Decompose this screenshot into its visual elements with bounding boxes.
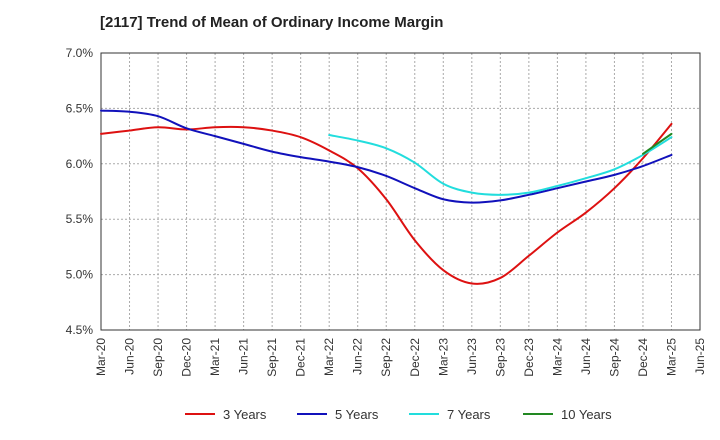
- y-tick-label: 6.5%: [66, 101, 94, 115]
- x-tick-label: Mar-22: [322, 338, 336, 376]
- x-tick-labels: Mar-20 Jun-20 Sep-20 Dec-20 Mar-21 Jun-21 Sep-…: [94, 338, 707, 377]
- x-tick-label: Dec-21: [294, 338, 308, 377]
- chart-title: [2117] Trend of Mean of Ordinary Income …: [100, 14, 444, 31]
- legend: 3 Years 5 Years 7 Years 10 Years: [185, 407, 612, 422]
- x-tick-label: Sep-21: [265, 338, 279, 377]
- x-tick-label: Dec-24: [636, 338, 650, 377]
- y-tick-label: 7.0%: [66, 46, 94, 60]
- x-tick-label: Mar-21: [208, 338, 222, 376]
- x-tick-label: Jun-25: [693, 338, 707, 375]
- y-tick-label: 6.0%: [66, 157, 94, 171]
- x-tick-label: Sep-20: [151, 338, 165, 377]
- y-tick-label: 5.5%: [66, 212, 94, 226]
- x-tick-label: Jun-21: [237, 338, 251, 375]
- series-line-7-years: [328, 133, 673, 196]
- x-tick-label: Sep-22: [379, 338, 393, 377]
- x-tick-label: Dec-20: [180, 338, 194, 377]
- y-tick-label: 5.0%: [66, 268, 94, 282]
- series-line-10-years: [641, 132, 673, 155]
- y-tick-labels: 4.5% 5.0% 5.5% 6.0% 6.5% 7.0%: [66, 46, 94, 337]
- x-tick-label: Mar-20: [94, 338, 108, 376]
- legend-label-7-years: 7 Years: [447, 407, 491, 422]
- x-tick-label: Jun-23: [465, 338, 479, 375]
- x-tick-label: Jun-20: [123, 338, 137, 375]
- x-tick-label: Sep-23: [493, 338, 507, 377]
- x-tick-label: Jun-24: [579, 338, 593, 375]
- x-tick-label: Mar-23: [436, 338, 450, 376]
- y-tick-label: 4.5%: [66, 323, 94, 337]
- legend-label-10-years: 10 Years: [561, 407, 612, 422]
- x-tick-label: Mar-25: [664, 338, 678, 376]
- series-line-5-years: [100, 109, 673, 204]
- x-tick-label: Dec-23: [522, 338, 536, 377]
- series-line-3-years: [100, 122, 673, 285]
- x-tick-label: Jun-22: [351, 338, 365, 375]
- legend-label-5-years: 5 Years: [335, 407, 379, 422]
- x-tick-label: Sep-24: [607, 338, 621, 377]
- axes: [100, 52, 701, 331]
- legend-label-3-years: 3 Years: [223, 407, 267, 422]
- x-tick-label: Dec-22: [408, 338, 422, 377]
- x-tick-label: Mar-24: [550, 338, 564, 376]
- plot-border: [100, 52, 701, 331]
- series-lines: [100, 109, 673, 285]
